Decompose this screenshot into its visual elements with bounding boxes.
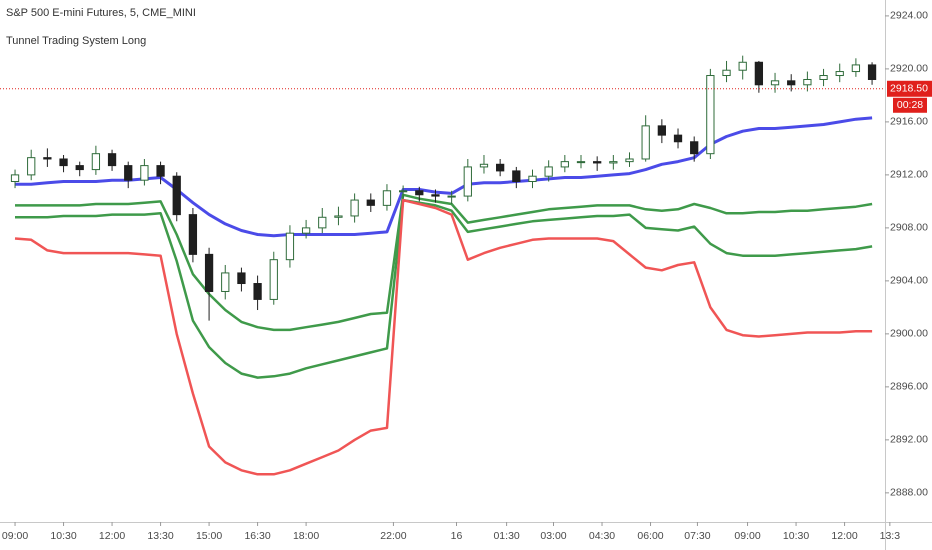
candle-body	[851, 64, 861, 73]
candle-body	[706, 75, 715, 155]
candle-body	[722, 69, 731, 77]
candle-body	[463, 166, 472, 197]
candle-body	[625, 158, 634, 163]
candle-body	[673, 134, 683, 143]
candle-body	[269, 259, 278, 300]
y-tick-label: 2912.00	[890, 169, 928, 181]
candle-body	[91, 153, 101, 171]
x-tick-label: 10:30	[50, 530, 76, 542]
candle-body	[560, 161, 569, 168]
x-tick-label: 16	[451, 530, 463, 542]
candle-body	[496, 163, 505, 172]
candle-body	[754, 61, 764, 86]
x-tick-label: 22:00	[380, 530, 406, 542]
candle-body	[609, 161, 618, 164]
candle-body	[544, 166, 553, 177]
candle-body	[657, 125, 666, 136]
candle-body	[285, 232, 295, 261]
candle-body	[140, 165, 149, 181]
candle-body	[237, 272, 246, 285]
candle-body	[172, 175, 181, 216]
candle-body	[431, 194, 440, 197]
candle-body	[512, 170, 521, 183]
candle-body	[867, 64, 877, 80]
candle-body	[107, 153, 117, 167]
candle-body	[366, 199, 375, 206]
candle-body	[43, 157, 52, 160]
x-tick-label: 18:00	[293, 530, 319, 542]
indicator-line	[14, 198, 873, 476]
candle-body	[156, 165, 165, 177]
candle-body	[27, 157, 36, 176]
candle-body	[350, 199, 359, 217]
y-tick-label: 2916.00	[890, 116, 928, 128]
candle-body	[188, 214, 198, 255]
chart-title: S&P 500 E-mini Futures, 5, CME_MINI	[6, 7, 196, 19]
candle-body	[10, 174, 20, 183]
candle-body	[415, 190, 424, 196]
y-tick-label: 2892.00	[890, 434, 928, 446]
candle-body	[770, 80, 780, 86]
x-tick-label: 04:30	[589, 530, 615, 542]
y-tick-label: 2900.00	[890, 328, 928, 340]
candle-body	[576, 161, 586, 164]
indicator-line	[15, 198, 873, 379]
candle-body	[803, 78, 812, 86]
candle-body	[301, 227, 311, 234]
y-tick-label: 2908.00	[890, 222, 928, 234]
indicator-name: Tunnel Trading System Long	[6, 35, 146, 47]
candle-body	[204, 253, 214, 292]
candle-body	[221, 272, 230, 292]
x-tick-label: 12:00	[831, 530, 857, 542]
indicator-line	[15, 193, 873, 332]
candle-body	[447, 195, 456, 198]
y-tick-label: 2920.00	[890, 63, 928, 75]
candle-body	[124, 165, 133, 181]
candle-body	[738, 61, 747, 71]
candle-body	[59, 158, 68, 167]
candle-body	[835, 71, 844, 77]
x-tick-label: 15:00	[196, 530, 222, 542]
candle-body	[334, 215, 343, 218]
x-tick-label: 12:00	[99, 530, 125, 542]
x-tick-label: 13:3	[880, 530, 901, 542]
candle-body	[641, 125, 650, 160]
x-tick-label: 16:30	[244, 530, 270, 542]
x-tick-label: 10:30	[783, 530, 809, 542]
candle-body	[382, 190, 392, 206]
x-tick-label: 07:30	[684, 530, 710, 542]
x-tick-label: 03:00	[540, 530, 566, 542]
plot-area	[10, 55, 877, 476]
candle-body	[593, 161, 602, 164]
x-tick-label: 06:00	[637, 530, 663, 542]
x-tick-label: 09:00	[734, 530, 760, 542]
candle-body	[253, 283, 262, 300]
y-tick-label: 2896.00	[890, 381, 928, 393]
x-tick-label: 09:00	[2, 530, 28, 542]
y-tick-label: 2904.00	[890, 275, 928, 287]
candle-body	[787, 80, 796, 86]
candle-body	[819, 75, 828, 80]
last-price-label: 2918.50	[890, 83, 928, 95]
last-price-box	[887, 80, 932, 97]
y-tick-label: 2924.00	[890, 10, 928, 22]
candle-body	[398, 190, 408, 193]
y-tick-label: 2888.00	[890, 487, 928, 499]
countdown-box	[893, 97, 927, 113]
candle-body	[528, 175, 537, 183]
indicator-line	[15, 116, 873, 238]
x-tick-label: 13:30	[147, 530, 173, 542]
candle-body	[75, 165, 84, 171]
countdown-label: 00:28	[897, 99, 923, 111]
candle-body	[318, 216, 327, 229]
candle-body	[479, 163, 489, 168]
candle-body	[690, 141, 699, 155]
x-tick-label: 01:30	[493, 530, 519, 542]
